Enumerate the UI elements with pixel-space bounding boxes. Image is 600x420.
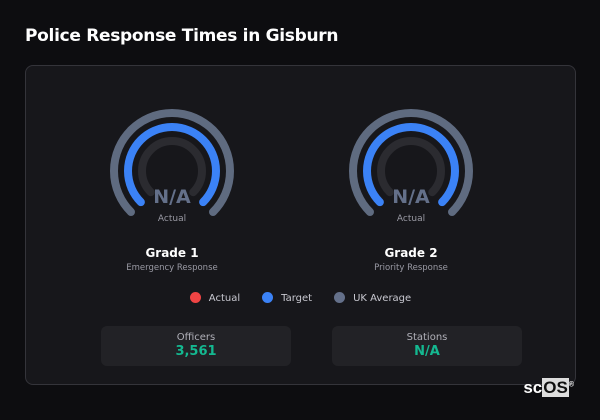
target-dot-icon <box>262 292 274 303</box>
stat-value: 3,561 <box>175 344 217 359</box>
gauge-subtitle: Priority Response <box>374 263 448 273</box>
gauge-subtitle: Emergency Response <box>126 263 218 273</box>
gauge-name: Grade 1 <box>145 246 199 260</box>
gauge-grade-1: N/A Actual Grade 1 Emergency Response <box>92 106 252 273</box>
gauge-value-label: Actual <box>396 214 426 224</box>
stat-stations: Stations N/A <box>332 326 522 366</box>
gauge-name: Grade 2 <box>384 246 438 260</box>
gauge-rings <box>110 109 234 217</box>
response-times-card: N/A Actual Grade 1 Emergency Response N/… <box>25 65 576 385</box>
stat-label: Officers <box>176 332 216 343</box>
legend-item-target: Target <box>262 292 312 304</box>
actual-ring <box>377 137 445 197</box>
stat-value: N/A <box>414 344 440 359</box>
stat-officers: Officers 3,561 <box>101 326 291 366</box>
legend: Actual Target UK Average <box>26 292 575 304</box>
uk-average-dot-icon <box>334 292 346 303</box>
gauge-value: N/A <box>392 186 430 208</box>
gauge-value: N/A <box>153 186 191 208</box>
legend-item-actual: Actual <box>189 292 240 304</box>
gauge-grade-2: N/A Actual Grade 2 Priority Response <box>331 106 491 273</box>
uk-average-ring <box>349 109 473 217</box>
gauge-value-label: Actual <box>157 214 187 224</box>
actual-ring <box>138 137 206 197</box>
scos-logo: scOS® <box>523 378 574 397</box>
legend-item-uk-average: UK Average <box>334 292 411 304</box>
gauge-rings <box>349 109 473 217</box>
target-ring <box>363 123 459 207</box>
uk-average-ring <box>110 109 234 217</box>
target-ring <box>124 123 220 207</box>
actual-dot-icon <box>189 292 201 303</box>
stat-label: Stations <box>406 332 448 343</box>
page-title: Police Response Times in Gisburn <box>25 26 339 46</box>
